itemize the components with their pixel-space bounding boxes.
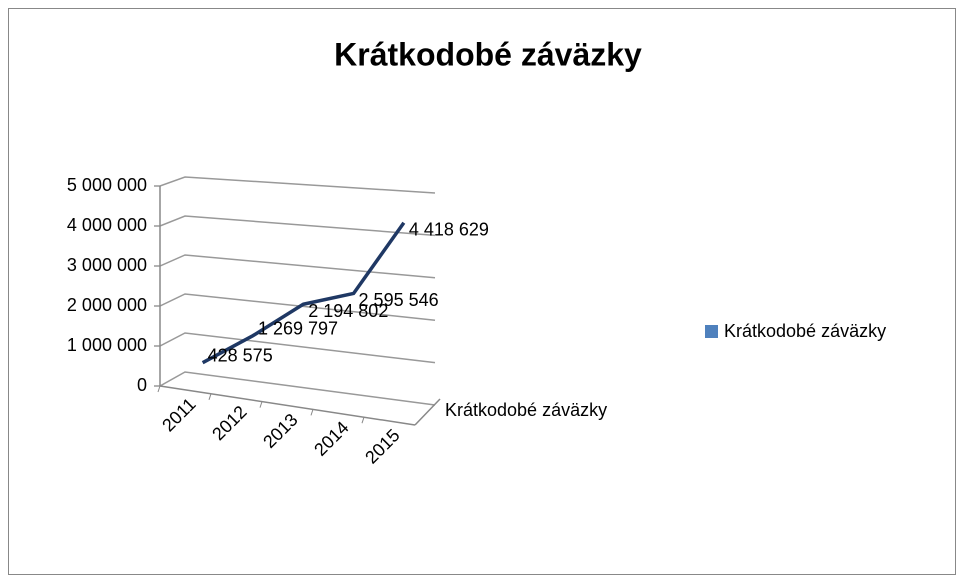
x-tick-label: 2014 <box>310 417 352 459</box>
chart-border <box>8 8 956 575</box>
x-axis <box>159 385 416 426</box>
y-tick-label: 0 <box>137 375 147 395</box>
grid-line <box>154 215 436 237</box>
x-tick-label: 2012 <box>208 402 250 444</box>
legend-swatch <box>705 325 718 338</box>
depth-axis-label: Krátkodobé záväzky <box>445 400 607 420</box>
data-label: 2 194 802 <box>308 301 388 321</box>
data-label: 428 575 <box>208 345 273 365</box>
y-tick-label: 4 000 000 <box>67 215 147 235</box>
y-tick-label: 5 000 000 <box>67 175 147 195</box>
x-tick-label: 2011 <box>158 394 200 436</box>
legend-label: Krátkodobé záväzky <box>724 321 886 341</box>
data-label: 4 418 629 <box>409 219 489 239</box>
series-line <box>201 221 406 365</box>
depth-axis <box>414 398 441 426</box>
x-tick <box>361 417 365 424</box>
data-label: 2 595 546 <box>359 290 439 310</box>
grid-line <box>154 254 436 279</box>
grid-line <box>154 332 436 364</box>
grid-line <box>154 176 436 194</box>
y-tick-label: 3 000 000 <box>67 255 147 275</box>
y-tick-label: 1 000 000 <box>67 335 147 355</box>
y-tick-label: 2 000 000 <box>67 295 147 315</box>
grid-line <box>154 293 436 321</box>
chart-title: Krátkodobé záväzky <box>334 36 642 72</box>
x-tick-label: 2015 <box>361 425 403 467</box>
x-tick <box>259 401 263 408</box>
data-label: 1 269 797 <box>258 318 338 338</box>
x-tick <box>310 409 314 416</box>
grid-line <box>154 371 436 406</box>
x-tick-label: 2013 <box>259 410 301 452</box>
x-tick <box>208 393 212 400</box>
x-tick <box>157 385 161 393</box>
